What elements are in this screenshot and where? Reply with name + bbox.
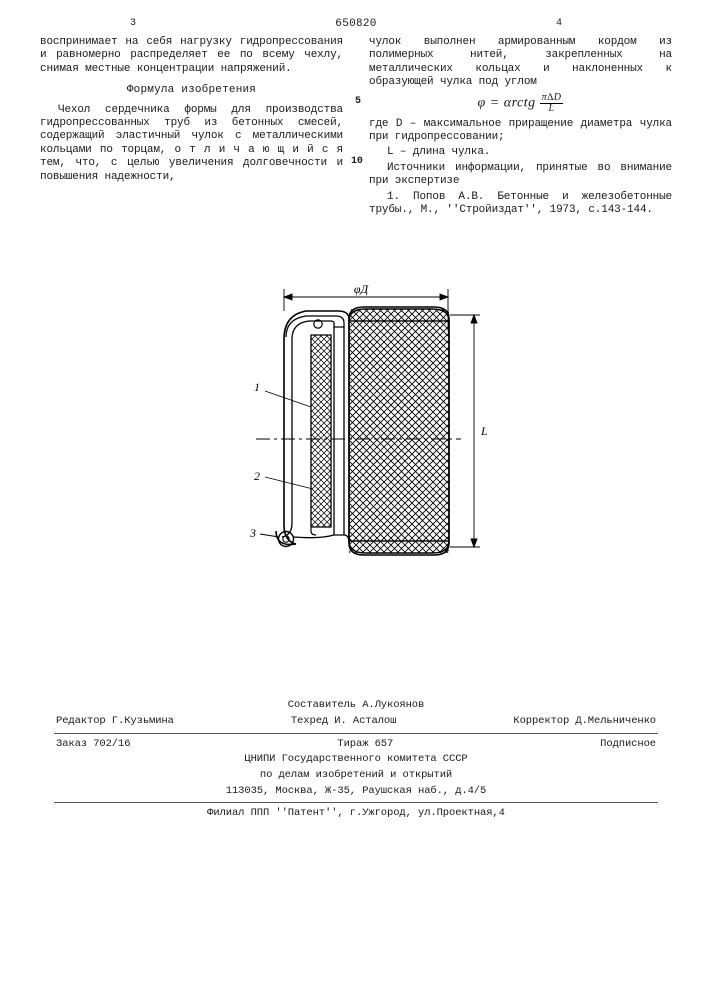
imprint-footer: Составитель А.Лукоянов Редактор Г.Кузьми… [40,699,672,820]
order-line: Заказ 702/16 Тираж 657 Подписное [40,738,672,752]
dim-label-d: φД [354,282,370,296]
divider-2 [54,802,658,803]
col-num-left: 3 [130,18,136,29]
body-columns: воспринимает на себя нагрузку гид­ропрес… [40,36,672,219]
org-line-1: ЦНИПИ Государственного комитета СССР [40,753,672,767]
callout-2: 2 [254,469,260,483]
document-number: 650820 [335,18,376,30]
line-number-5: 5 [355,96,361,108]
left-column: воспринимает на себя нагрузку гид­ропрес… [40,36,343,219]
left-para-2: Чехол сердечника формы для про­изводства… [40,104,343,184]
subscription: Подписное [600,738,656,752]
claim-spaced: о т л и ч а ю щ и й с я [175,144,343,156]
formula-fraction: π∆D L [540,93,564,114]
page-header: 3 650820 4 [40,18,672,32]
address-line: 113035, Москва, Ж-35, Раушская наб., д.4… [40,785,672,799]
corrector: Корректор Д.Мельниченко [513,715,656,729]
formula-denominator: L [540,104,564,114]
formula-section-title: Формула изобретения [40,84,343,97]
where-d: где D – максимальное приращение диа­метр… [369,118,672,145]
order: Заказ 702/16 [56,738,130,752]
where-l: L – длина чулка. [369,146,672,159]
callout-3: 3 [249,526,256,540]
branch-line: Филиал ППП ''Патент'', г.Ужгород, ул.Про… [40,807,672,821]
formula-numerator: π∆D [540,93,564,104]
dim-label-l: L [480,424,488,438]
divider-1 [54,733,658,734]
technical-drawing: φД L [216,279,496,569]
sources-title: Источники информации, принятые во вниман… [369,162,672,189]
line-number-10: 10 [351,156,363,168]
claim-text-b: тем, что, с целью увеличения долго­вечно… [40,157,343,182]
editor: Редактор Г.Кузьмина [56,715,174,729]
formula-lhs: φ = αrctg [478,95,536,110]
credits-line: Редактор Г.Кузьмина Техред И. Асталош Ко… [40,715,672,729]
circulation: Тираж 657 [337,738,393,752]
right-column: 5 10 чулок выполнен армированным кордом … [369,36,672,219]
right-para-1: чулок выполнен армированным кордом из по… [369,36,672,90]
techred: Техред И. Асталош [291,715,396,729]
left-para-1: воспринимает на себя нагрузку гид­ропрес… [40,36,343,76]
col-num-right: 4 [556,18,562,29]
source-1: 1. Попов А.В. Бетонные и железо­бетонные… [369,191,672,218]
callout-1: 1 [254,380,260,394]
org-line-2: по делам изобретений и открытий [40,769,672,783]
formula: φ = αrctg π∆D L [369,93,672,114]
compiler-line: Составитель А.Лукоянов [40,699,672,713]
